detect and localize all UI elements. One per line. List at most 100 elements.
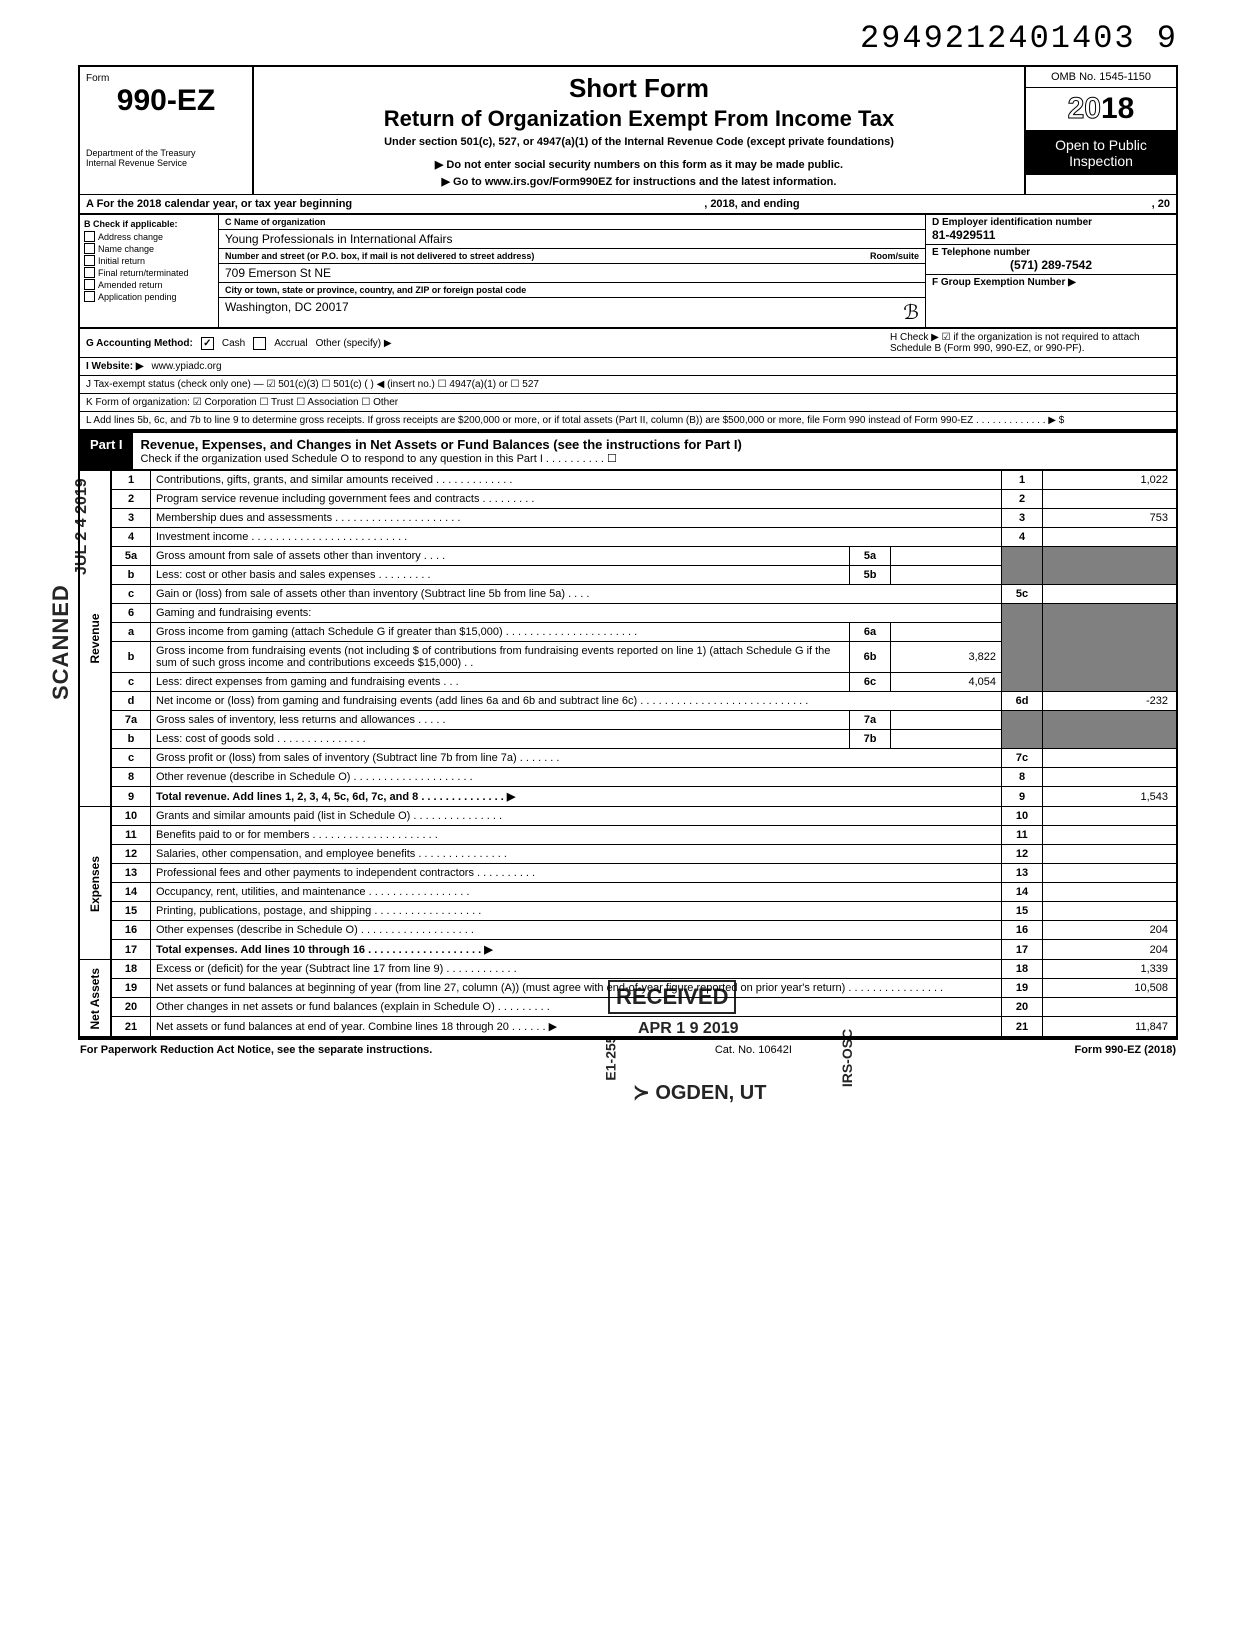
line-a-mid: , 2018, and ending [704, 198, 799, 210]
line-num: 11 [111, 826, 151, 845]
subtitle: Under section 501(c), 527, or 4947(a)(1)… [264, 136, 1014, 148]
room-label: Room/suite [870, 251, 919, 261]
line-box: 12 [1002, 845, 1043, 864]
line-box: 11 [1002, 826, 1043, 845]
chk-amended-return[interactable]: Amended return [84, 279, 214, 290]
footer-mid: Cat. No. 10642I [715, 1044, 792, 1056]
line-amt: -232 [1043, 692, 1178, 711]
netassets-side-label: Net Assets [79, 960, 111, 1038]
line-num: 10 [111, 807, 151, 826]
stamp-scanned: SCANNED [48, 584, 74, 700]
line-amt: 11,847 [1043, 1017, 1178, 1038]
page-footer: For Paperwork Reduction Act Notice, see … [78, 1038, 1178, 1060]
chk-address-change[interactable]: Address change [84, 231, 214, 242]
line-amt: 1,339 [1043, 960, 1178, 979]
line-num: 6 [111, 604, 151, 623]
chk-final-return[interactable]: Final return/terminated [84, 267, 214, 278]
shaded-cell [1002, 711, 1043, 749]
line-i: I Website: ▶ www.ypiadc.org [80, 358, 1176, 376]
line-amt [1043, 998, 1178, 1017]
omb-number: OMB No. 1545-1150 [1026, 67, 1176, 88]
chk-initial-return[interactable]: Initial return [84, 255, 214, 266]
line-desc: Salaries, other compensation, and employ… [151, 845, 1002, 864]
title-short-form: Short Form [264, 73, 1014, 104]
expenses-side-label: Expenses [79, 807, 111, 960]
tax-year: 2018 [1026, 88, 1176, 131]
line-desc: Grants and similar amounts paid (list in… [151, 807, 1002, 826]
line-num: 18 [111, 960, 151, 979]
line-amt [1043, 807, 1178, 826]
line-num: 21 [111, 1017, 151, 1038]
line-box: 18 [1002, 960, 1043, 979]
line-subamt: 3,822 [891, 642, 1002, 673]
info-block: B Check if applicable: Address change Na… [78, 213, 1178, 327]
chk-name-change[interactable]: Name change [84, 243, 214, 254]
dept-label: Department of the Treasury Internal Reve… [86, 148, 246, 168]
box-b-header: B Check if applicable: [84, 219, 178, 229]
line-subamt: 4,054 [891, 673, 1002, 692]
line-amt [1043, 768, 1178, 787]
line-subamt [891, 711, 1002, 730]
revenue-side-label: Revenue [79, 470, 111, 807]
line-box: 19 [1002, 979, 1043, 998]
line-desc: Program service revenue including govern… [151, 490, 1002, 509]
line-desc: Benefits paid to or for members . . . . … [151, 826, 1002, 845]
line-amt [1043, 826, 1178, 845]
line-box: 15 [1002, 902, 1043, 921]
org-name: Young Professionals in International Aff… [225, 232, 452, 246]
line-box: 21 [1002, 1017, 1043, 1038]
stamp-ogden: ≻ OGDEN, UT [633, 1080, 766, 1105]
line-desc: Membership dues and assessments . . . . … [151, 509, 1002, 528]
part1-header: Part I Revenue, Expenses, and Changes in… [78, 431, 1178, 469]
form-header: Form 990-EZ Department of the Treasury I… [78, 65, 1178, 194]
line-num: 1 [111, 470, 151, 490]
line-a-left: A For the 2018 calendar year, or tax yea… [86, 198, 352, 210]
line-desc: Gross income from gaming (attach Schedul… [151, 623, 850, 642]
line-desc: Net assets or fund balances at beginning… [151, 979, 1002, 998]
line-desc: Excess or (deficit) for the year (Subtra… [151, 960, 1002, 979]
line-desc: Less: cost of goods sold . . . . . . . .… [151, 730, 850, 749]
line-subamt [891, 623, 1002, 642]
line-sub: 7b [850, 730, 891, 749]
meta-rows: G Accounting Method: ✓Cash Accrual Other… [78, 327, 1178, 431]
line-amt: 753 [1043, 509, 1178, 528]
open-to-public: Open to Public Inspection [1026, 131, 1176, 175]
city-value: Washington, DC 20017 [225, 300, 349, 325]
line-sub: 6b [850, 642, 891, 673]
line-l: L Add lines 5b, 6c, and 7b to line 9 to … [80, 412, 1176, 431]
line-amt [1043, 585, 1178, 604]
line-desc: Gross income from fundraising events (no… [151, 642, 850, 673]
line-amt: 10,508 [1043, 979, 1178, 998]
line-num: 3 [111, 509, 151, 528]
ein-value: 81-4929511 [932, 228, 995, 242]
website-value: www.ypiadc.org [152, 361, 222, 372]
phone-label: E Telephone number [932, 247, 1030, 258]
main-table: Revenue 1 Contributions, gifts, grants, … [78, 469, 1178, 1038]
line-num: 16 [111, 921, 151, 940]
line-k: K Form of organization: ☑ Corporation ☐ … [80, 394, 1176, 412]
line-desc: Less: cost or other basis and sales expe… [151, 566, 850, 585]
line-num: a [111, 623, 151, 642]
shaded-cell [1043, 711, 1178, 749]
chk-application-pending[interactable]: Application pending [84, 291, 214, 302]
line-box: 9 [1002, 787, 1043, 807]
line-box: 20 [1002, 998, 1043, 1017]
line-desc: Net assets or fund balances at end of ye… [151, 1017, 1002, 1038]
line-num: c [111, 585, 151, 604]
phone-value: (571) 289-7542 [932, 258, 1170, 272]
city-label: City or town, state or province, country… [225, 285, 526, 295]
line-num: 8 [111, 768, 151, 787]
line-amt: 204 [1043, 921, 1178, 940]
line-desc: Professional fees and other payments to … [151, 864, 1002, 883]
line-amt [1043, 883, 1178, 902]
line-subamt [891, 730, 1002, 749]
line-num: 15 [111, 902, 151, 921]
chk-accrual[interactable] [253, 337, 266, 350]
line-a-right: , 20 [1152, 198, 1170, 210]
addr-value: 709 Emerson St NE [225, 266, 331, 280]
chk-cash[interactable]: ✓ [201, 337, 214, 350]
line-num: 13 [111, 864, 151, 883]
line-desc: Other expenses (describe in Schedule O) … [151, 921, 1002, 940]
line-desc: Contributions, gifts, grants, and simila… [151, 470, 1002, 490]
line-box: 10 [1002, 807, 1043, 826]
